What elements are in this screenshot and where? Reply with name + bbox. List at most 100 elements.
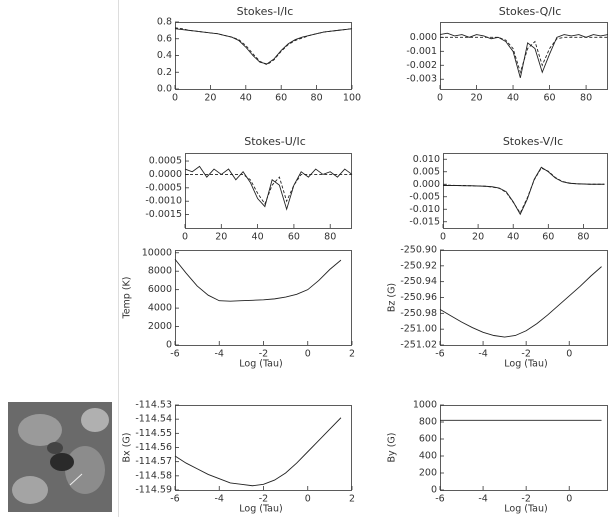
data-line bbox=[174, 28, 353, 65]
x-tick-label: 80 bbox=[311, 93, 323, 104]
chart-title: Stokes-V/Ic bbox=[503, 135, 563, 148]
plot-frame bbox=[175, 405, 352, 491]
y-tick-label: -114.57 bbox=[135, 456, 172, 467]
x-tick-label: -4 bbox=[478, 494, 487, 505]
x-tick-label: -2 bbox=[521, 349, 530, 360]
x-tick-label: 80 bbox=[324, 232, 336, 243]
y-tick-label: 0.0 bbox=[157, 84, 172, 95]
y-tick-label: -250.90 bbox=[400, 245, 437, 256]
y-tick-label: -250.96 bbox=[400, 292, 437, 303]
y-axis-label: Bz (G) bbox=[387, 283, 398, 312]
y-tick-label: -0.003 bbox=[406, 74, 437, 85]
y-tick-label: 0.005 bbox=[413, 166, 440, 177]
data-line bbox=[443, 166, 605, 216]
y-tick-label: -114.53 bbox=[135, 400, 172, 411]
y-axis-label: Bx (G) bbox=[122, 433, 133, 463]
x-tick-label: -6 bbox=[435, 349, 444, 360]
y-tick-label: -0.010 bbox=[409, 204, 440, 215]
x-tick-label: 60 bbox=[544, 93, 556, 104]
data-line bbox=[174, 258, 342, 302]
y-tick-label: -251.02 bbox=[400, 340, 437, 351]
y-tick-label: 200 bbox=[419, 468, 437, 479]
fit-line bbox=[443, 167, 605, 214]
plot-frame bbox=[440, 405, 608, 491]
x-tick-label: 80 bbox=[577, 232, 589, 243]
x-tick-label: 0 bbox=[440, 232, 446, 243]
fit-line bbox=[185, 173, 352, 205]
x-tick-label: 60 bbox=[288, 232, 300, 243]
x-tick-label: -2 bbox=[259, 494, 268, 505]
y-tick-label: 0.0005 bbox=[149, 156, 182, 167]
y-axis-label: By (G) bbox=[387, 433, 398, 463]
y-tick-label: 4000 bbox=[148, 303, 172, 314]
y-tick-label: 10000 bbox=[142, 247, 172, 258]
y-tick-label: -114.54 bbox=[135, 414, 172, 425]
x-tick-label: 0 bbox=[566, 494, 572, 505]
data-line bbox=[184, 165, 353, 211]
y-tick-label: 0 bbox=[431, 485, 437, 496]
y-tick-label: -0.0005 bbox=[145, 182, 182, 193]
fit-line bbox=[174, 27, 353, 66]
y-tick-label: 400 bbox=[419, 451, 437, 462]
y-tick-label: 0 bbox=[166, 340, 172, 351]
x-tick-label: 0 bbox=[566, 349, 572, 360]
y-tick-label: 2000 bbox=[148, 321, 172, 332]
y-tick-label: -114.56 bbox=[135, 442, 172, 453]
x-tick-label: 0 bbox=[182, 232, 188, 243]
plot-frame bbox=[175, 250, 352, 346]
y-tick-label: -0.0010 bbox=[145, 196, 182, 207]
plot-frame bbox=[185, 153, 352, 229]
chart-title: Stokes-Q/Ic bbox=[499, 5, 562, 18]
x-tick-label: -4 bbox=[478, 349, 487, 360]
y-tick-label: 1000 bbox=[413, 400, 437, 411]
y-tick-label: 8000 bbox=[148, 266, 172, 277]
x-tick-label: -6 bbox=[170, 349, 179, 360]
plot-frame bbox=[440, 22, 608, 90]
y-tick-label: 800 bbox=[419, 417, 437, 428]
x-tick-label: 2 bbox=[349, 349, 355, 360]
x-tick-label: 20 bbox=[215, 232, 227, 243]
x-tick-label: 80 bbox=[580, 93, 592, 104]
y-tick-label: 0.0000 bbox=[149, 169, 182, 180]
x-tick-label: 20 bbox=[472, 232, 484, 243]
y-tick-label: 0.2 bbox=[157, 67, 172, 78]
y-tick-label: 0.010 bbox=[413, 154, 440, 165]
x-tick-label: -6 bbox=[170, 494, 179, 505]
x-tick-label: -4 bbox=[215, 494, 224, 505]
chart-title: Stokes-U/Ic bbox=[244, 135, 306, 148]
y-tick-label: -250.92 bbox=[400, 260, 437, 271]
x-tick-label: 60 bbox=[275, 93, 287, 104]
y-tick-label: 6000 bbox=[148, 284, 172, 295]
x-tick-label: 60 bbox=[542, 232, 554, 243]
data-line bbox=[439, 266, 602, 338]
x-axis-label: Log (Tau) bbox=[239, 504, 282, 515]
x-tick-label: -2 bbox=[259, 349, 268, 360]
y-tick-label: -250.94 bbox=[400, 276, 437, 287]
x-tick-label: 20 bbox=[204, 93, 216, 104]
y-tick-label: -0.015 bbox=[409, 216, 440, 227]
chart-title: Stokes-I/Ic bbox=[237, 5, 294, 18]
x-tick-label: 40 bbox=[507, 93, 519, 104]
y-tick-label: 0.000 bbox=[410, 32, 437, 43]
x-tick-label: 0 bbox=[437, 93, 443, 104]
fit-line bbox=[440, 36, 608, 74]
y-tick-label: -0.001 bbox=[406, 46, 437, 57]
x-tick-label: 40 bbox=[240, 93, 252, 104]
y-tick-label: -251.00 bbox=[400, 324, 437, 335]
x-tick-label: -4 bbox=[215, 349, 224, 360]
data-line bbox=[174, 417, 342, 487]
x-tick-label: 40 bbox=[252, 232, 264, 243]
plot-frame bbox=[175, 22, 352, 90]
x-tick-label: 0 bbox=[305, 494, 311, 505]
y-tick-label: 0.6 bbox=[157, 33, 172, 44]
y-tick-label: -0.002 bbox=[406, 60, 437, 71]
x-tick-label: 20 bbox=[470, 93, 482, 104]
y-axis-label: Temp (K) bbox=[122, 277, 133, 320]
y-tick-label: -0.005 bbox=[409, 191, 440, 202]
data-line bbox=[439, 32, 608, 78]
plot-frame bbox=[443, 153, 608, 229]
x-tick-label: 0 bbox=[305, 349, 311, 360]
x-axis-label: Log (Tau) bbox=[504, 504, 547, 515]
